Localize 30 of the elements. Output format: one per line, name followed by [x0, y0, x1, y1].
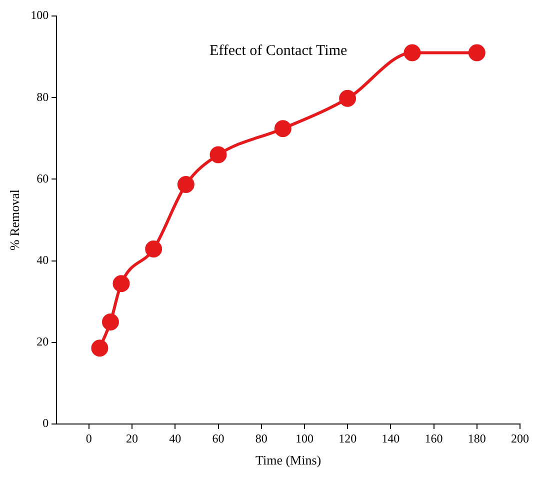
x-tick-label: 200: [511, 431, 529, 446]
x-tick-label: 100: [295, 431, 314, 446]
point: [177, 176, 194, 194]
x-tick-label: 20: [126, 431, 138, 446]
text: Effect of Contact Time: [210, 42, 348, 59]
x-tick-label: 80: [255, 431, 268, 446]
y-axis-title: % Removal: [7, 189, 22, 251]
y-tick-label: 80: [36, 90, 49, 104]
point: [91, 340, 108, 357]
point: [210, 146, 227, 164]
x-tick-label: 0: [86, 431, 92, 446]
x-tick-label: 160: [424, 431, 443, 446]
x-tick-label: 60: [212, 431, 224, 446]
point: [102, 314, 119, 330]
y-tick-label: 0: [42, 416, 49, 430]
point: [145, 240, 162, 258]
point: [404, 44, 421, 62]
point: [468, 44, 486, 62]
y-tick-label: 20: [36, 334, 49, 349]
x-tick-label: 120: [338, 431, 357, 446]
x-axis-title: Time (Mins): [255, 452, 322, 468]
x-tick-label: 180: [468, 431, 486, 446]
point: [274, 120, 292, 138]
point: [112, 275, 130, 292]
y-tick-label: 100: [30, 8, 49, 22]
point: [339, 90, 356, 107]
y-tick-label: 40: [36, 252, 49, 267]
x-tick-label: 40: [169, 431, 182, 446]
y-tick-label: 60: [36, 171, 49, 186]
x-tick-label: 140: [382, 431, 400, 446]
